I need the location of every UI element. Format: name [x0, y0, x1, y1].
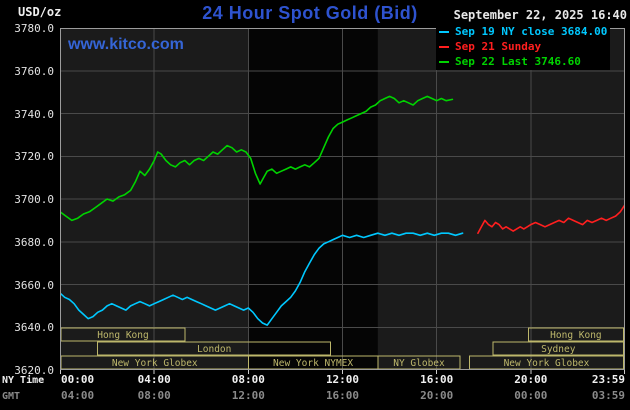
plot-border — [60, 28, 625, 370]
chart-svg: Hong Kong Hong Kong London Sydney New York G… — [59, 28, 626, 374]
legend-label: Sep 21 Sunday — [455, 40, 542, 53]
session-label-ny-nymex: New York NYMEX — [273, 358, 353, 369]
ny-time-row-label: NY Time — [2, 375, 45, 386]
x-axis-label-ny: 12:00 — [325, 373, 360, 386]
session-box-london — [97, 341, 332, 356]
kitco-watermark: www.kitco.com — [68, 36, 184, 53]
y-axis-units: USD/oz — [18, 5, 62, 19]
legend-label: Sep 19 NY close 3684.00 — [455, 25, 608, 38]
session-label-london: London — [197, 344, 231, 355]
session-label-ny-globex-mid: NY Globex — [393, 358, 445, 369]
y-axis-label: 3620.0 — [14, 364, 54, 377]
y-axis-label: 3680.0 — [14, 235, 54, 249]
plot-area: Hong Kong Hong Kong London Sydney New York G… — [59, 28, 626, 374]
x-axis-ny-time: 00:00 04:00 08:00 12:00 16:00 20:00 23:59 — [60, 374, 625, 386]
gmt-row-label: GMT — [2, 391, 21, 402]
x-axis-label-gmt: 20:00 — [420, 389, 454, 402]
legend-line-swatch — [439, 45, 449, 48]
y-axis-label: 3660.0 — [14, 278, 54, 292]
x-axis-label-gmt: 04:00 — [61, 389, 95, 402]
legend-item: Sep 22 Last 3746.60 — [439, 54, 607, 69]
session-box-sydney — [492, 341, 624, 356]
legend-item: Sep 21 Sunday — [439, 39, 607, 54]
legend: Sep 19 NY close 3684.00 Sep 21 Sunday Sep … — [436, 23, 611, 70]
price-line-sep21 — [477, 204, 626, 234]
session-label-hong-kong-late: Hong Kong — [550, 330, 601, 341]
x-axis-label-gmt: 03:59 — [591, 389, 625, 402]
session-label-hong-kong-early: Hong Kong — [97, 330, 148, 341]
x-axis-label-gmt: 12:00 — [231, 389, 265, 402]
x-axis-label-ny: 00:00 — [61, 373, 95, 386]
session-box-hong-kong-early — [60, 327, 186, 342]
y-axis-label: 3760.0 — [14, 64, 54, 78]
x-axis-label-ny: 08:00 — [231, 373, 265, 386]
x-axis-label-ny: 23:59 — [591, 373, 625, 386]
legend-item: Sep 19 NY close 3684.00 — [439, 24, 607, 39]
price-line-sep19 — [59, 232, 464, 326]
legend-line-swatch — [439, 30, 449, 33]
y-axis-label: 3640.0 — [14, 321, 54, 335]
chart-title: 24 Hour Spot Gold (Bid) — [202, 3, 418, 23]
legend-line-swatch — [439, 60, 449, 63]
session-label-ny-globex-late: New York Globex — [504, 358, 590, 369]
x-axis-gmt: 04:00 08:00 12:00 16:00 20:00 00:00 03:59 — [60, 390, 625, 402]
x-axis-label-gmt: 08:00 — [137, 389, 171, 402]
y-axis-label: 3780.0 — [14, 22, 54, 35]
session-box-hong-kong-late — [527, 327, 624, 342]
y-axis-label: 3700.0 — [14, 193, 54, 206]
session-label-sydney: Sydney — [541, 344, 576, 355]
price-line-sep22 — [59, 95, 454, 222]
x-axis-label-gmt: 16:00 — [325, 389, 360, 402]
y-axis-label: 3720.0 — [14, 150, 54, 164]
legend-label: Sep 22 Last 3746.60 — [455, 55, 581, 68]
x-axis-label-ny: 20:00 — [514, 373, 548, 386]
y-axis-label: 3740.0 — [14, 107, 54, 121]
x-axis-label-ny: 16:00 — [420, 373, 454, 386]
y-axis: 3780.0 3760.0 3740.0 3720.0 3700.0 3680.0 3660… — [0, 23, 57, 376]
x-axis-label-ny: 04:00 — [137, 373, 171, 386]
x-axis-label-gmt: 00:00 — [514, 389, 548, 402]
session-label-ny-globex-early: New York Globex — [112, 358, 198, 369]
chart-datetime: September 22, 2025 16:40 — [453, 8, 627, 22]
